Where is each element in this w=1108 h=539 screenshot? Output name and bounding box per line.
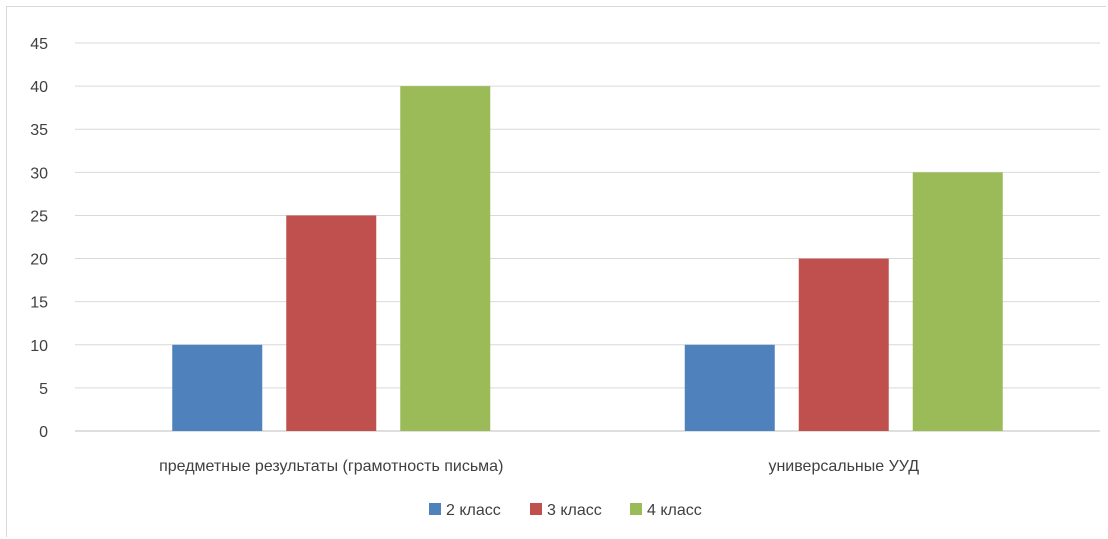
category-label: универсальные УУД: [768, 458, 919, 475]
chart-frame: [6, 6, 1106, 537]
x-axis-categories: предметные результаты (грамотность письм…: [159, 458, 919, 475]
bar-2-1: [286, 215, 377, 431]
y-tick-label: 45: [30, 36, 48, 53]
legend: 2 класс 3 класс 4 класс: [429, 502, 702, 519]
legend-label: 4 класс: [647, 502, 702, 519]
y-tick-label: 25: [30, 208, 48, 225]
y-tick-label: 35: [30, 122, 48, 139]
y-tick-label: 40: [30, 79, 48, 96]
y-axis-ticks: 0 5 10 15 20 25 30 35 40 45: [30, 36, 48, 441]
y-tick-label: 20: [30, 252, 48, 269]
legend-label: 2 класс: [446, 502, 501, 519]
bar-1-2: [684, 344, 775, 431]
bar-3-1: [400, 86, 491, 431]
legend-label: 3 класс: [547, 502, 602, 519]
y-tick-label: 15: [30, 295, 48, 312]
legend-swatch: [429, 503, 441, 515]
legend-swatch: [530, 503, 542, 515]
y-tick-label: 10: [30, 338, 48, 355]
bars: [172, 86, 1003, 432]
bar-1-1: [172, 344, 263, 431]
y-tick-label: 5: [39, 381, 48, 398]
bar-3-2: [912, 172, 1003, 432]
legend-swatch: [630, 503, 642, 515]
bar-2-2: [798, 258, 889, 431]
y-tick-label: 30: [30, 165, 48, 182]
y-tick-label: 0: [39, 424, 48, 441]
category-label: предметные результаты (грамотность письм…: [159, 458, 503, 475]
